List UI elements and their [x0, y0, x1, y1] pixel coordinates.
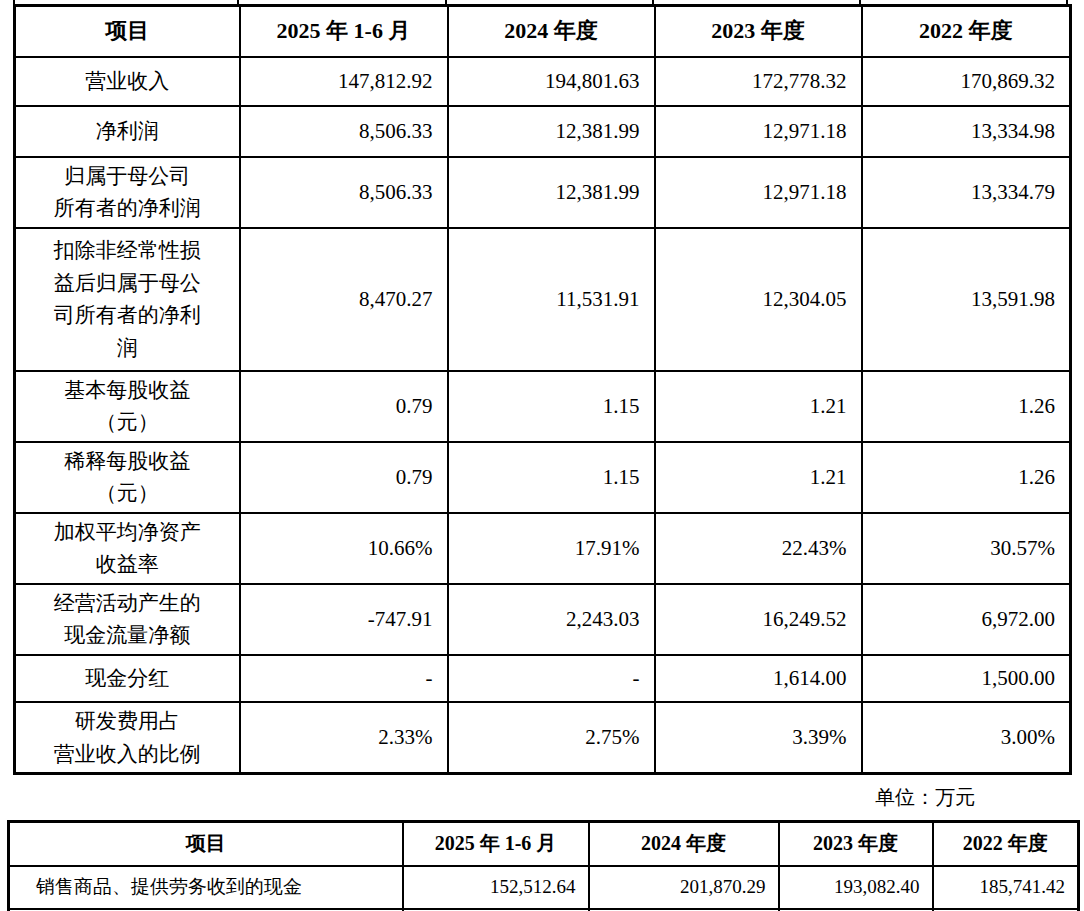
- cell-value: 8,470.27: [240, 228, 448, 371]
- row-label: 稀释每股收益 （元）: [15, 442, 240, 513]
- cell-value: 13,334.98: [862, 106, 1071, 157]
- row-label: 研发费用占 营业收入的比例: [15, 702, 240, 774]
- cell-value: -747.91: [240, 584, 448, 655]
- cell-value: 13,591.98: [862, 228, 1071, 371]
- cell-value: 172,778.32: [655, 57, 862, 106]
- cell-value: 2,243.03: [448, 584, 655, 655]
- cell-value: 3.39%: [655, 702, 862, 774]
- cell-value: 22.43%: [655, 513, 862, 584]
- cell-value: 8,506.33: [240, 157, 448, 228]
- cell-value: 1,614.00: [655, 655, 862, 702]
- row-label: 销售商品、提供劳务收到的现金: [9, 866, 403, 909]
- cell-value: 185,741.42: [933, 866, 1079, 909]
- cell-value: 16,249.52: [655, 584, 862, 655]
- table-row: 基本每股收益 （元） 0.79 1.15 1.21 1.26: [15, 371, 1071, 442]
- column-header-2025h1: 2025 年 1-6 月: [403, 822, 589, 866]
- cell-value: 152,512.64: [403, 866, 589, 909]
- cell-value: 3.00%: [862, 702, 1071, 774]
- column-header-2023: 2023 年度: [779, 822, 933, 866]
- column-header-2022: 2022 年度: [933, 822, 1079, 866]
- column-header-2023: 2023 年度: [655, 6, 862, 57]
- row-label: 加权平均净资产 收益率: [15, 513, 240, 584]
- table-row: 研发费用占 营业收入的比例 2.33% 2.75% 3.39% 3.00%: [15, 702, 1071, 774]
- cell-value: 2.75%: [448, 702, 655, 774]
- column-header-2025h1: 2025 年 1-6 月: [240, 6, 448, 57]
- column-header-item: 项目: [15, 6, 240, 57]
- cell-value: -: [448, 655, 655, 702]
- cell-value: 12,971.18: [655, 157, 862, 228]
- unit-label: 单位：万元: [875, 784, 975, 810]
- cell-value: 1.15: [448, 371, 655, 442]
- document-page: { "unit_label": "单位：万元", "table1": { "he…: [0, 0, 1084, 911]
- table-row: 销售商品、提供劳务收到的现金 152,512.64 201,870.29 193…: [9, 866, 1079, 909]
- cell-value: 1.26: [862, 442, 1071, 513]
- key-financials-table: 项目 2025 年 1-6 月 2024 年度 2023 年度 2022 年度 …: [13, 4, 1069, 775]
- cell-value: 12,304.05: [655, 228, 862, 371]
- table-row: 归属于母公司 所有者的净利润 8,506.33 12,381.99 12,971…: [15, 157, 1071, 228]
- row-label: 扣除非经常性损 益后归属于母公 司所有者的净利 润: [15, 228, 240, 371]
- column-header-2024: 2024 年度: [589, 822, 779, 866]
- cell-value: 10.66%: [240, 513, 448, 584]
- cell-value: 1.21: [655, 371, 862, 442]
- table-row: 加权平均净资产 收益率 10.66% 17.91% 22.43% 30.57%: [15, 513, 1071, 584]
- row-label: 现金分红: [15, 655, 240, 702]
- cell-value: 8,506.33: [240, 106, 448, 157]
- cash-flow-table: 项目 2025 年 1-6 月 2024 年度 2023 年度 2022 年度 …: [7, 820, 1077, 911]
- row-label: 归属于母公司 所有者的净利润: [15, 157, 240, 228]
- cell-value: 0.79: [240, 442, 448, 513]
- cell-value: 6,972.00: [862, 584, 1071, 655]
- cell-value: 1,500.00: [862, 655, 1071, 702]
- cell-value: 17.91%: [448, 513, 655, 584]
- table-row: 营业收入 147,812.92 194,801.63 172,778.32 17…: [15, 57, 1071, 106]
- cell-value: 1.15: [448, 442, 655, 513]
- row-label: 营业收入: [15, 57, 240, 106]
- column-header-2024: 2024 年度: [448, 6, 655, 57]
- cell-value: 12,381.99: [448, 106, 655, 157]
- cell-value: 1.21: [655, 442, 862, 513]
- cell-value: 12,971.18: [655, 106, 862, 157]
- cell-value: 1.26: [862, 371, 1071, 442]
- table-row: 现金分红 - - 1,614.00 1,500.00: [15, 655, 1071, 702]
- header-row: 项目 2025 年 1-6 月 2024 年度 2023 年度 2022 年度: [15, 6, 1071, 57]
- column-header-item: 项目: [9, 822, 403, 866]
- cell-value: 2.33%: [240, 702, 448, 774]
- cell-value: -: [240, 655, 448, 702]
- cell-value: 201,870.29: [589, 866, 779, 909]
- row-label: 基本每股收益 （元）: [15, 371, 240, 442]
- table-row: 扣除非经常性损 益后归属于母公 司所有者的净利 润 8,470.27 11,53…: [15, 228, 1071, 371]
- cell-value: 194,801.63: [448, 57, 655, 106]
- cell-value: 13,334.79: [862, 157, 1071, 228]
- cell-value: 147,812.92: [240, 57, 448, 106]
- header-row: 项目 2025 年 1-6 月 2024 年度 2023 年度 2022 年度: [9, 822, 1079, 866]
- table-row: 稀释每股收益 （元） 0.79 1.15 1.21 1.26: [15, 442, 1071, 513]
- row-label: 净利润: [15, 106, 240, 157]
- table-row: 经营活动产生的 现金流量净额 -747.91 2,243.03 16,249.5…: [15, 584, 1071, 655]
- cell-value: 193,082.40: [779, 866, 933, 909]
- cell-value: 0.79: [240, 371, 448, 442]
- table-row: 净利润 8,506.33 12,381.99 12,971.18 13,334.…: [15, 106, 1071, 157]
- row-label: 经营活动产生的 现金流量净额: [15, 584, 240, 655]
- cell-value: 170,869.32: [862, 57, 1071, 106]
- cell-value: 12,381.99: [448, 157, 655, 228]
- cell-value: 11,531.91: [448, 228, 655, 371]
- column-header-2022: 2022 年度: [862, 6, 1071, 57]
- cell-value: 30.57%: [862, 513, 1071, 584]
